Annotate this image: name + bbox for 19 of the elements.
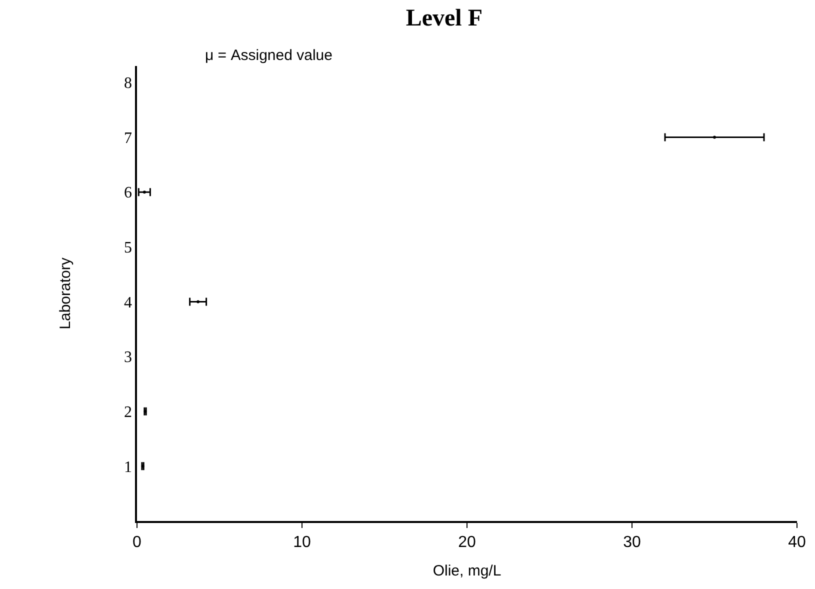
chart-title: Level F <box>406 6 482 32</box>
y-tick-label: 3 <box>124 349 132 366</box>
y-tick-label: 2 <box>124 404 132 421</box>
x-tick-label: 0 <box>132 534 142 551</box>
x-tick-label: 30 <box>623 534 641 551</box>
point <box>713 136 716 139</box>
y-tick-label: 6 <box>124 184 132 202</box>
y-tick-label: 1 <box>124 458 132 476</box>
y-tick-label: 4 <box>124 294 132 312</box>
x-axis-title: Olie, mg/L <box>432 562 502 580</box>
x-tick-label: 40 <box>788 534 806 551</box>
y-tick-label: 8 <box>124 75 132 92</box>
point <box>196 300 200 304</box>
y-tick-label: 7 <box>124 130 132 147</box>
y-tick-label: 5 <box>124 240 132 256</box>
y-axis-title: Laboratory <box>56 257 74 330</box>
text: μ = Assigned value <box>205 47 332 64</box>
x-tick-label: 10 <box>293 534 311 551</box>
x-tick-label: 20 <box>458 534 476 551</box>
